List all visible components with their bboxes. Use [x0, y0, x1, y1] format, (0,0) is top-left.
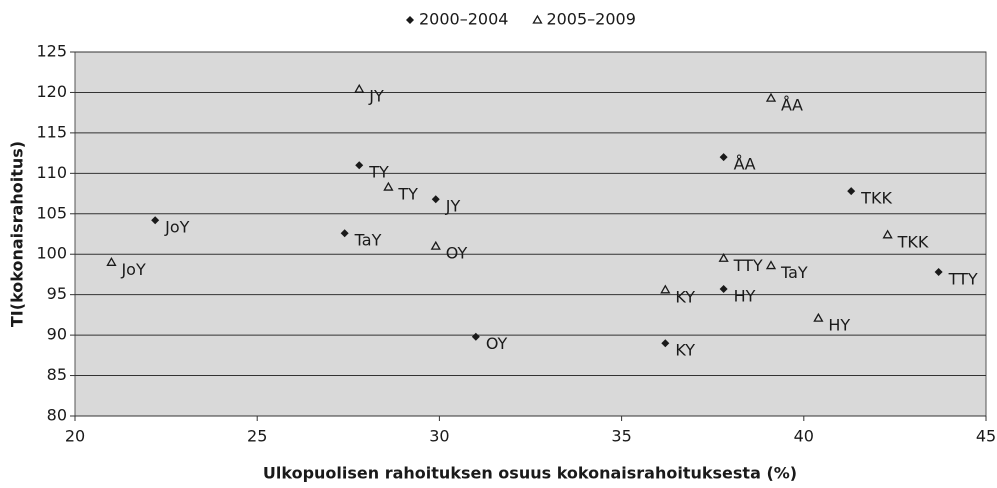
point — [383, 181, 394, 191]
point-label: ÅA — [781, 96, 803, 115]
point — [354, 83, 365, 93]
point-label: TTY — [948, 270, 978, 289]
point-label: TKK — [897, 232, 929, 251]
x-tick-label: 25 — [247, 427, 267, 446]
y-tick-label: 105 — [36, 203, 67, 222]
point-label: OY — [446, 244, 468, 263]
plot-area — [74, 51, 987, 417]
point — [660, 284, 671, 294]
point — [765, 92, 777, 102]
legend-label: 2005–2009 — [546, 10, 635, 29]
point — [340, 229, 349, 238]
point-label: TY — [368, 163, 389, 182]
point — [719, 153, 728, 162]
point — [813, 312, 824, 322]
point-label: HY — [734, 287, 756, 306]
y-tick-label: 125 — [36, 42, 67, 61]
point — [719, 285, 728, 294]
point-label: JoY — [120, 260, 146, 279]
y-tick-label: 110 — [36, 163, 67, 182]
point — [847, 187, 856, 196]
point — [661, 339, 670, 348]
x-tick-label: 45 — [976, 427, 996, 446]
y-axis-label: TI(kokonaisrahoitus) — [8, 141, 27, 327]
point — [934, 268, 943, 277]
point — [430, 240, 441, 250]
point-label: TKK — [860, 189, 892, 208]
legend-marker — [532, 14, 543, 24]
x-tick-label: 20 — [65, 427, 85, 446]
point-label: KY — [675, 341, 695, 360]
point-label: JY — [368, 87, 384, 106]
point — [471, 332, 480, 341]
legend-label: 2000–2004 — [419, 10, 508, 29]
y-tick-label: 115 — [36, 122, 67, 141]
point-label: JoY — [164, 218, 190, 237]
point-label: TaY — [354, 231, 382, 250]
point — [106, 257, 117, 266]
point-label: ÅA — [734, 155, 756, 174]
y-tick-label: 100 — [36, 244, 67, 263]
point-label: TY — [397, 185, 418, 204]
x-tick-label: 40 — [794, 427, 814, 446]
point — [431, 195, 440, 204]
y-tick-label: 90 — [47, 325, 67, 344]
y-tick-label: 95 — [47, 284, 67, 303]
point-label: KY — [675, 287, 695, 306]
point — [151, 216, 160, 225]
point — [718, 252, 729, 262]
y-tick-label: 120 — [36, 82, 67, 101]
point-label: OY — [486, 334, 508, 353]
point-label: HY — [828, 316, 850, 335]
point-label: TaY — [780, 263, 808, 282]
point-label: JY — [445, 197, 461, 216]
y-tick-label: 85 — [47, 365, 67, 384]
x-tick-label: 30 — [429, 427, 449, 446]
point — [882, 229, 893, 239]
y-tick-label: 80 — [47, 406, 67, 425]
legend-marker — [406, 16, 414, 24]
x-axis-label: Ulkopuolisen rahoituksen osuus kokonaisr… — [263, 464, 797, 483]
point — [765, 260, 777, 270]
point — [355, 161, 364, 170]
point-label: TTY — [733, 256, 763, 275]
x-tick-label: 35 — [611, 427, 631, 446]
